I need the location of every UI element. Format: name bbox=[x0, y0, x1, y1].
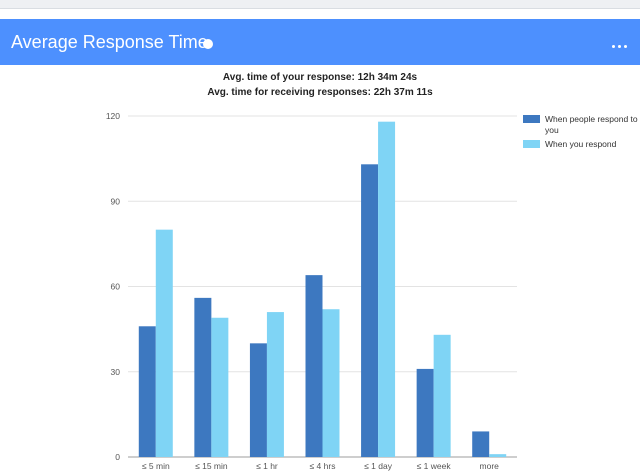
bar-people-respond bbox=[194, 297, 212, 457]
x-tick-label: ≤ 15 min bbox=[195, 461, 228, 471]
y-tick-label: 0 bbox=[115, 452, 120, 462]
bar-people-respond bbox=[249, 343, 267, 457]
legend-swatch-light bbox=[523, 140, 540, 148]
bar-you-respond bbox=[155, 229, 173, 457]
chart-legend: When people respond to you When you resp… bbox=[523, 114, 638, 153]
y-tick-label: 60 bbox=[111, 282, 121, 292]
info-dot-icon[interactable] bbox=[203, 39, 213, 49]
bar-people-respond bbox=[138, 326, 156, 457]
legend-label: When people respond to you bbox=[545, 114, 638, 135]
card-title: Average Response Time bbox=[11, 32, 208, 52]
bar-you-respond bbox=[266, 312, 284, 457]
bar-people-respond bbox=[361, 164, 379, 457]
bar-you-respond bbox=[211, 317, 229, 457]
browser-top-strip bbox=[0, 0, 640, 9]
bar-people-respond bbox=[472, 431, 490, 457]
y-tick-label: 120 bbox=[106, 111, 120, 121]
bar-you-respond bbox=[489, 454, 507, 457]
avg-receiving-responses: Avg. time for receiving responses: 22h 3… bbox=[207, 87, 433, 98]
card-header: Average Response Time bbox=[0, 19, 640, 65]
x-tick-label: ≤ 4 hrs bbox=[310, 461, 336, 471]
legend-swatch-dark bbox=[523, 115, 540, 123]
y-tick-label: 90 bbox=[111, 196, 121, 206]
x-tick-label: ≤ 1 hr bbox=[256, 461, 278, 471]
bar-people-respond bbox=[305, 275, 323, 457]
legend-item-you-respond: When you respond bbox=[523, 139, 638, 150]
more-horizontal-icon[interactable] bbox=[612, 41, 628, 53]
x-tick-label: ≤ 1 day bbox=[364, 461, 393, 471]
bar-you-respond bbox=[378, 121, 396, 457]
bar-you-respond bbox=[433, 334, 451, 457]
bar-you-respond bbox=[322, 309, 340, 457]
x-tick-label: ≤ 1 week bbox=[417, 461, 452, 471]
legend-label: When you respond bbox=[545, 139, 617, 149]
x-tick-label: ≤ 5 min bbox=[142, 461, 170, 471]
avg-your-response: Avg. time of your response: 12h 34m 24s bbox=[222, 72, 418, 83]
bar-people-respond bbox=[416, 368, 434, 457]
y-tick-label: 30 bbox=[111, 367, 121, 377]
x-tick-label: more bbox=[480, 461, 500, 471]
legend-item-people-respond: When people respond to you bbox=[523, 114, 638, 136]
